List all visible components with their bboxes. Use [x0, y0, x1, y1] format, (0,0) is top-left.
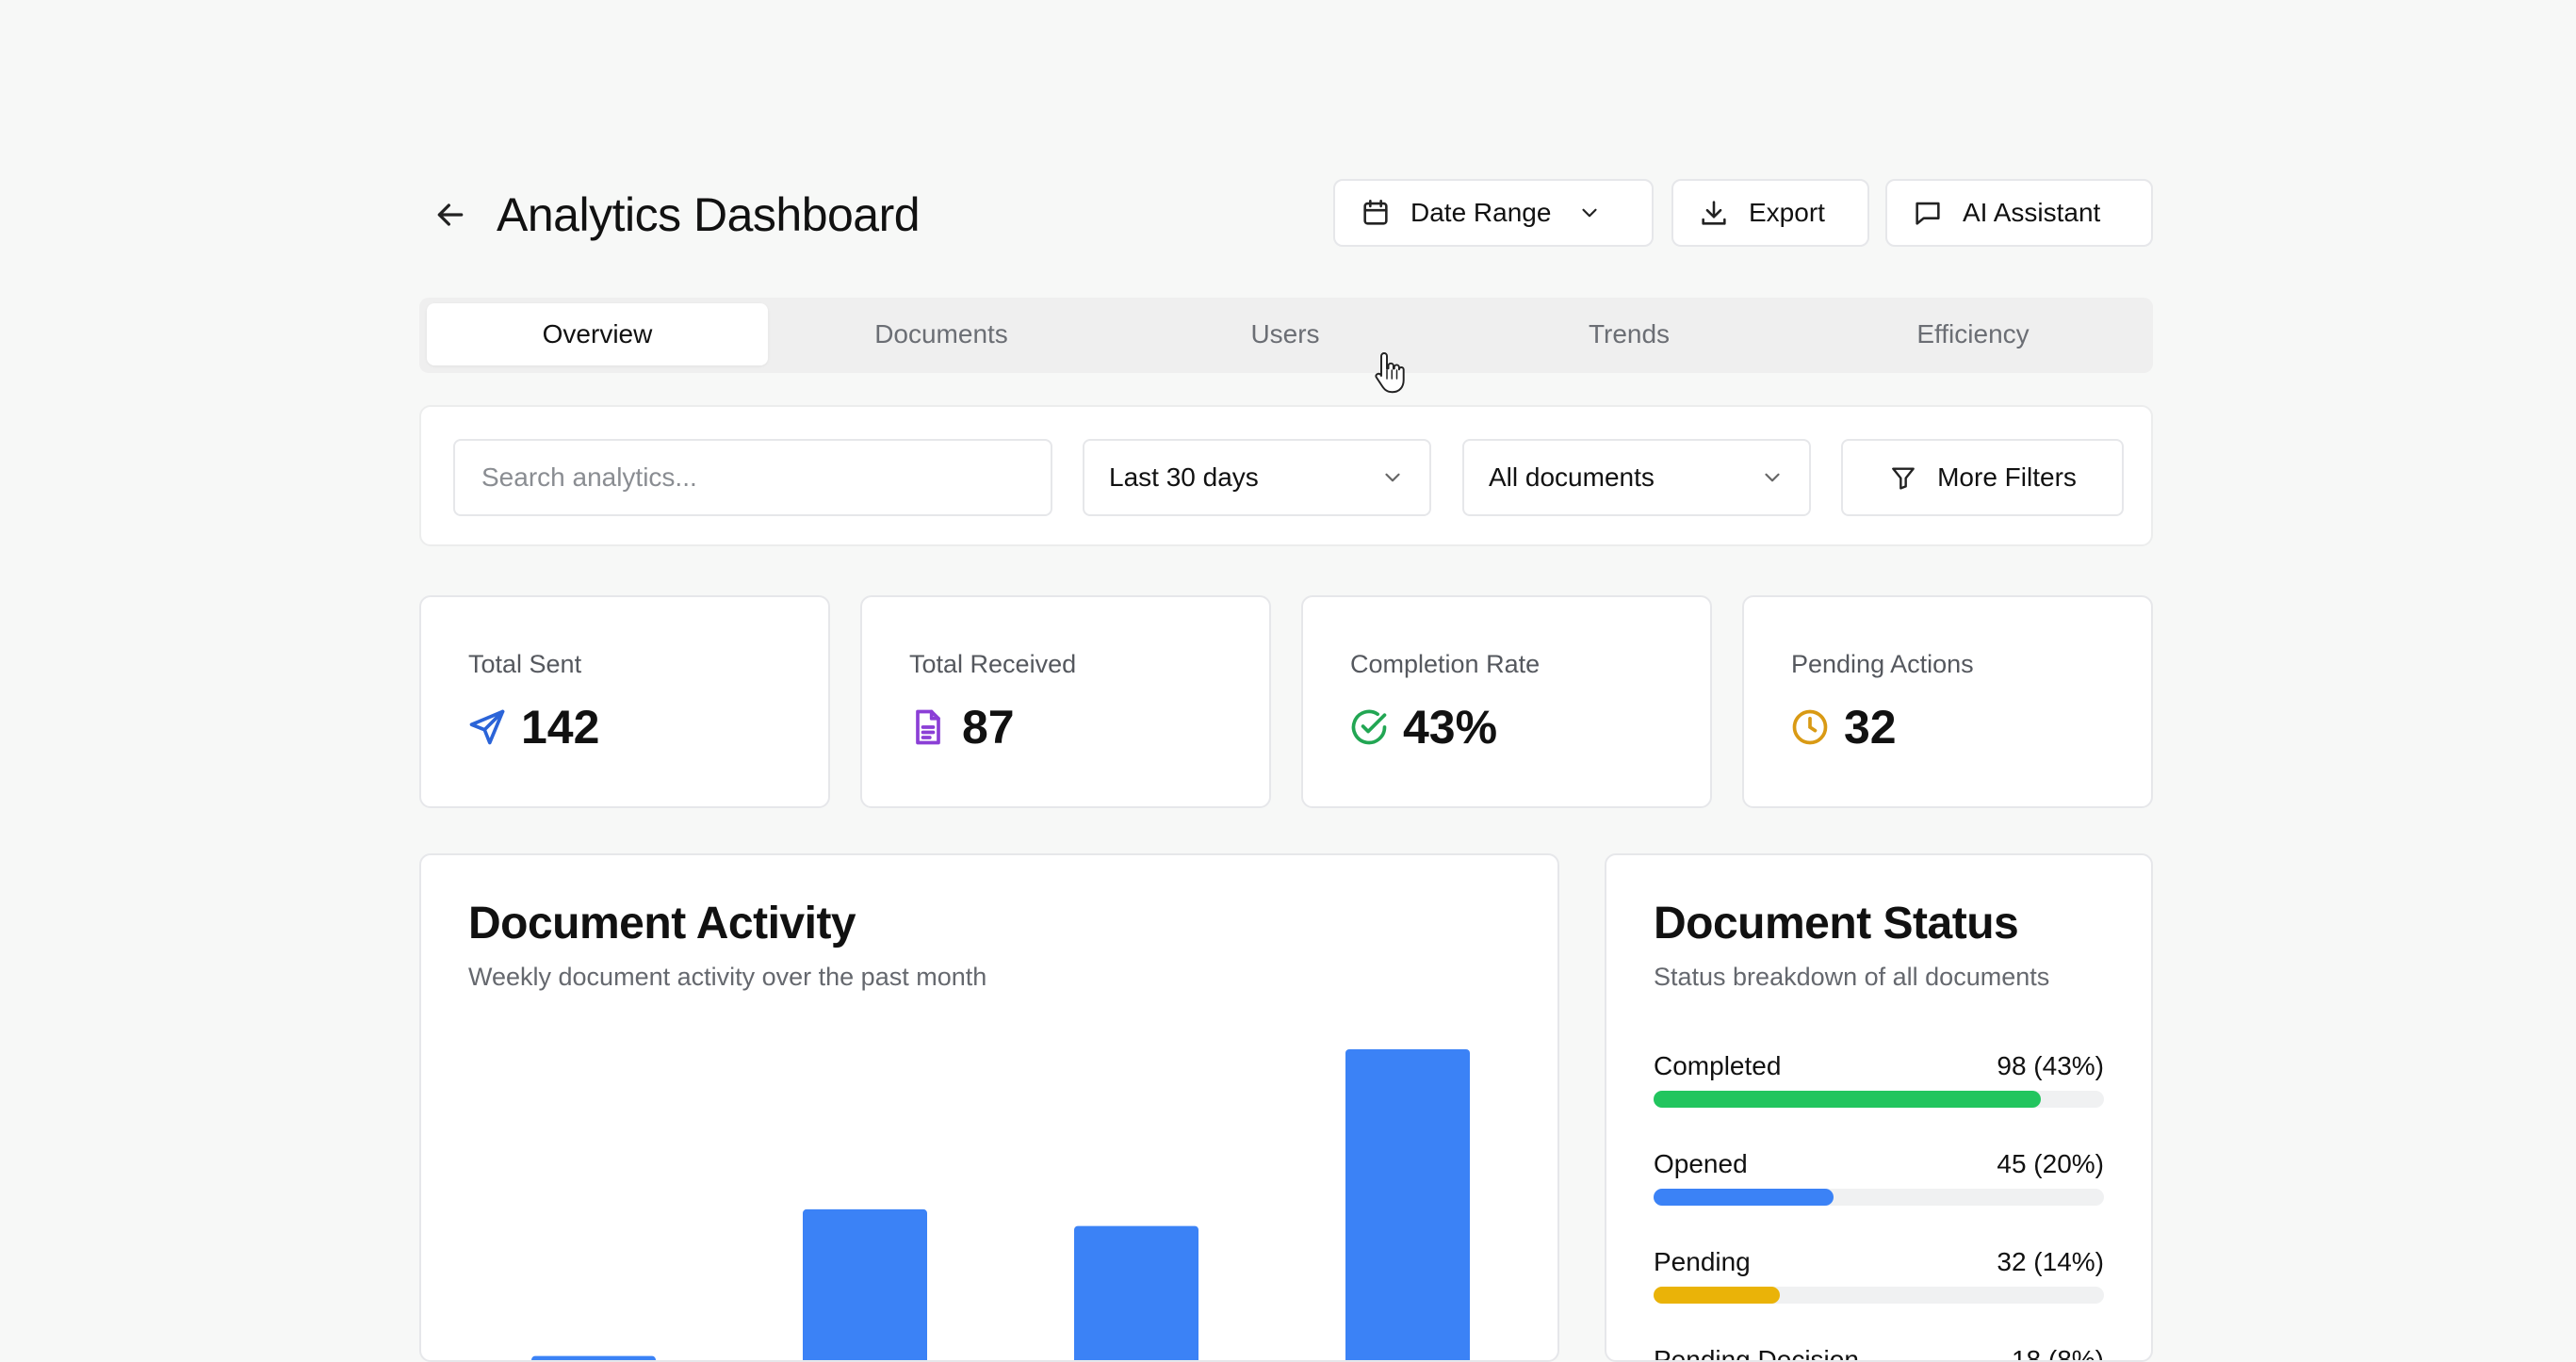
date-filter-select[interactable]: Last 30 days — [1083, 439, 1431, 516]
status-progress-fill — [1654, 1091, 2042, 1108]
stat-card-pending-actions: Pending Actions 32 — [1742, 595, 2153, 808]
hand-cursor-icon — [1375, 352, 1405, 394]
status-name: Completed — [1654, 1051, 1782, 1080]
filter-bar: Last 30 days All documents More Filters — [419, 405, 2153, 546]
stat-label: Total Sent — [468, 650, 582, 678]
export-label: Export — [1749, 198, 1825, 227]
status-progress-track — [1654, 1091, 2104, 1108]
stat-value: 43% — [1403, 701, 1498, 754]
tab-bar: Overview Documents Users Trends Efficien… — [419, 298, 2153, 373]
status-progress-fill — [1654, 1189, 1834, 1206]
activity-bar[interactable] — [1074, 1225, 1198, 1362]
chevron-down-icon — [1385, 473, 1400, 482]
download-icon — [1702, 201, 1726, 225]
check-circle-icon — [1351, 709, 1387, 745]
stat-value: 142 — [521, 701, 600, 754]
status-progress-track — [1654, 1287, 2104, 1304]
filter-icon — [1892, 467, 1915, 490]
page-header: Analytics Dashboard Date Range Export AI… — [419, 179, 2153, 251]
date-filter-value: Last 30 days — [1109, 462, 1259, 492]
status-row: Opened 45 (20%) — [1654, 1149, 2104, 1215]
stat-label: Completion Rate — [1350, 650, 1541, 678]
stat-label: Pending Actions — [1791, 650, 1974, 678]
status-count: 18 (8%) — [2011, 1345, 2104, 1362]
clock-icon — [1792, 709, 1828, 745]
status-count: 45 (20%) — [1997, 1149, 2104, 1178]
status-progress-track — [1654, 1189, 2104, 1206]
status-name: Opened — [1654, 1149, 1748, 1178]
document-status-panel: Document Status Status breakdown of all … — [1605, 853, 2153, 1362]
date-range-label: Date Range — [1410, 198, 1552, 227]
activity-bar[interactable] — [803, 1208, 927, 1362]
status-row: Pending Decision 18 (8%) — [1654, 1345, 2104, 1362]
tab-efficiency[interactable]: Efficiency — [1916, 319, 2030, 349]
tab-trends[interactable]: Trends — [1588, 319, 1671, 349]
search-field — [453, 439, 1052, 516]
page-title: Analytics Dashboard — [497, 188, 921, 241]
activity-subtitle: Weekly document activity over the past m… — [468, 963, 987, 991]
activity-bar[interactable] — [531, 1355, 656, 1362]
search-input[interactable] — [480, 462, 1051, 494]
ai-assistant-label: AI Assistant — [1963, 198, 2101, 227]
activity-bar[interactable] — [1345, 1049, 1470, 1362]
tab-overview[interactable]: Overview — [427, 303, 768, 365]
chevron-down-icon — [1765, 473, 1780, 482]
status-subtitle: Status breakdown of all documents — [1654, 963, 2050, 991]
status-progress-fill — [1654, 1287, 1780, 1304]
document-icon — [916, 709, 940, 745]
status-title: Document Status — [1654, 899, 2019, 949]
stat-card-total-sent: Total Sent 142 — [419, 595, 830, 808]
stat-card-total-received: Total Received 87 — [860, 595, 1271, 808]
status-name: Pending — [1654, 1247, 1751, 1276]
stat-label: Total Received — [909, 650, 1077, 678]
date-range-button[interactable]: Date Range — [1333, 179, 1654, 247]
chevron-down-icon — [1582, 208, 1598, 218]
tab-documents[interactable]: Documents — [874, 319, 1008, 349]
ai-assistant-button[interactable]: AI Assistant — [1885, 179, 2153, 247]
status-row: Completed 98 (43%) — [1654, 1051, 2104, 1117]
stat-value: 32 — [1844, 701, 1897, 754]
status-count: 98 (43%) — [1997, 1051, 2104, 1080]
message-square-icon — [1916, 202, 1940, 225]
document-activity-panel: Document Activity Weekly document activi… — [419, 853, 1559, 1362]
stat-card-completion-rate: Completion Rate 43% — [1301, 595, 1712, 808]
document-filter-select[interactable]: All documents — [1462, 439, 1811, 516]
tab-users[interactable]: Users — [1250, 319, 1320, 349]
status-row: Pending 32 (14%) — [1654, 1247, 2104, 1313]
more-filters-button[interactable]: More Filters — [1841, 439, 2124, 516]
status-name: Pending Decision — [1654, 1345, 1859, 1362]
activity-bar-chart — [531, 1049, 1470, 1362]
send-icon — [469, 709, 505, 745]
back-arrow-icon[interactable] — [432, 196, 469, 234]
status-count: 32 (14%) — [1997, 1247, 2104, 1276]
document-filter-value: All documents — [1489, 462, 1655, 492]
more-filters-label: More Filters — [1937, 462, 2077, 492]
stat-value: 87 — [962, 701, 1015, 754]
calendar-icon — [1363, 199, 1388, 225]
activity-title: Document Activity — [468, 899, 856, 949]
export-button[interactable]: Export — [1671, 179, 1869, 247]
